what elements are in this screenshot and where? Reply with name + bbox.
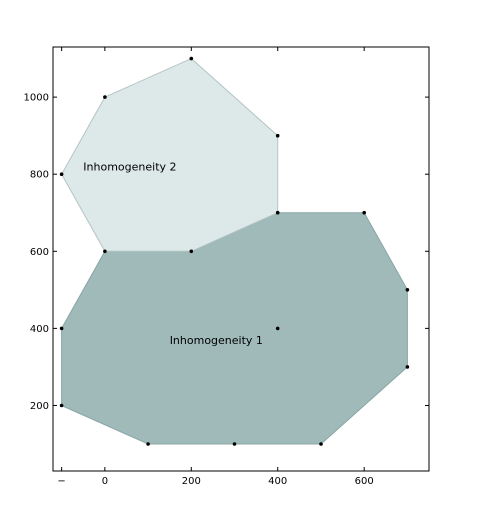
vertex-point-5 [275,210,280,215]
polygon-label-2: Inhomogeneity 2 [83,160,176,173]
vertex-point-13 [59,403,64,408]
vertex-point-9 [405,288,410,292]
x-tick-label-3: 400 [268,476,287,487]
vertex-point-11 [275,326,280,331]
points-layer [59,56,410,446]
polygon-2 [61,58,279,252]
vertex-point-2 [103,95,107,99]
x-tick-label-4: 600 [355,476,374,487]
vertex-point-7 [103,249,107,254]
vertex-point-6 [362,210,367,215]
polygon-label-1: Inhomogeneity 1 [170,334,263,347]
vertex-point-10 [59,326,64,331]
plot-frame [52,46,430,472]
ticks-layer: − 0 200 400 600 200 400 600 800 1000 [24,47,429,487]
vertex-point-16 [319,442,323,446]
y-tick-label-3: 800 [30,170,49,181]
y-tick-label-2: 600 [30,247,49,258]
vertex-point-1 [189,56,194,61]
vertex-point-8 [189,249,194,254]
x-tick-label-0: − [57,476,65,487]
y-tick-label-0: 200 [30,401,49,412]
vertex-point-14 [146,442,150,446]
polygon-labels-layer: Inhomogeneity 1 Inhomogeneity 2 [83,160,263,346]
vertex-point-3 [275,133,280,138]
x-tick-label-1: 0 [102,476,108,487]
vertex-point-15 [232,442,237,446]
vertex-point-4 [59,172,64,176]
y-tick-label-4: 1000 [24,93,49,104]
vertex-point-12 [405,365,410,369]
x-tick-label-2: 200 [182,476,201,487]
y-tick-label-1: 400 [30,324,49,335]
polygons-layer [61,58,408,445]
